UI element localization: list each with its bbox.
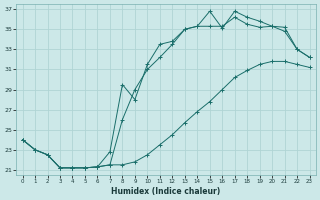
X-axis label: Humidex (Indice chaleur): Humidex (Indice chaleur) bbox=[111, 187, 221, 196]
